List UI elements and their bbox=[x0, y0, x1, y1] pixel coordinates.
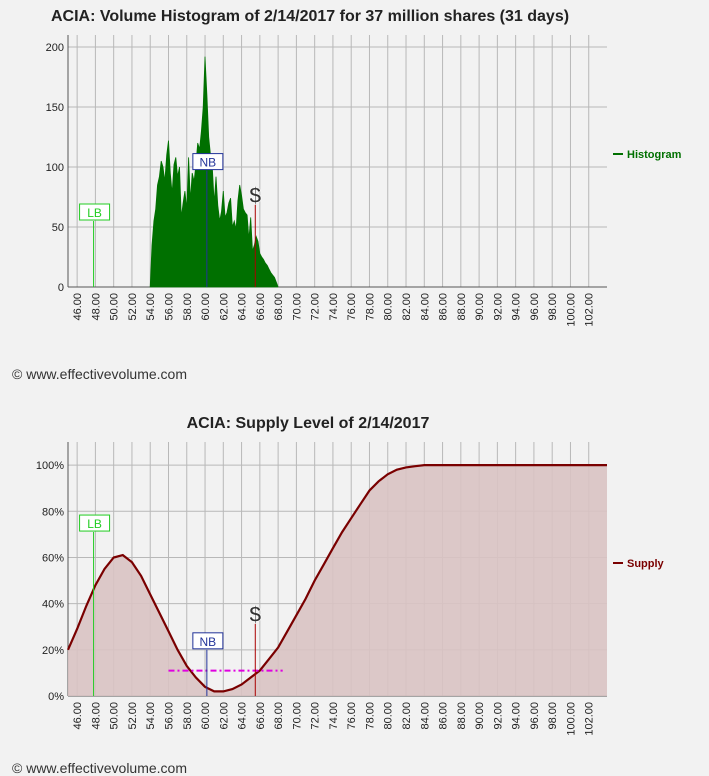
x-tick-label: 80.00 bbox=[383, 702, 395, 730]
legend: Supply bbox=[613, 558, 665, 570]
x-tick-label: 92.00 bbox=[492, 293, 504, 321]
x-tick-label: 52.00 bbox=[127, 293, 139, 321]
x-tick-label: 62.00 bbox=[218, 702, 230, 730]
x-tick-label: 98.00 bbox=[547, 702, 559, 730]
x-tick-label: 86.00 bbox=[438, 702, 450, 730]
x-tick-label: 74.00 bbox=[328, 293, 340, 321]
x-tick-label: 78.00 bbox=[364, 702, 376, 730]
x-tick-label: 70.00 bbox=[291, 702, 303, 730]
legend: Histogram bbox=[613, 149, 682, 161]
legend-label: Histogram bbox=[627, 149, 682, 161]
y-tick-label: 200 bbox=[46, 42, 64, 54]
x-tick-label: 48.00 bbox=[90, 293, 102, 321]
x-tick-label: 60.00 bbox=[200, 293, 212, 321]
x-tick-label: 68.00 bbox=[273, 293, 285, 321]
chart-2: ACIA: Supply Level of 2/14/2017 Supply LB N… bbox=[36, 415, 665, 736]
x-tick-label: 94.00 bbox=[511, 293, 523, 321]
x-tick-label: 90.00 bbox=[474, 702, 486, 730]
chart-title: ACIA: Volume Histogram of 2/14/2017 for … bbox=[51, 8, 569, 25]
x-tick-label: 94.00 bbox=[511, 702, 523, 730]
x-tick-label: 56.00 bbox=[163, 293, 175, 321]
y-tick-label: 100 bbox=[46, 162, 64, 174]
x-tick-label: 74.00 bbox=[328, 702, 340, 730]
x-tick-label: 66.00 bbox=[255, 702, 267, 730]
x-tick-label: 96.00 bbox=[529, 702, 541, 730]
x-tick-label: 54.00 bbox=[145, 293, 157, 321]
copyright-bottom: © www.effectivevolume.com bbox=[12, 760, 187, 776]
x-tick-label: 86.00 bbox=[438, 293, 450, 321]
y-tick-label: 60% bbox=[42, 552, 64, 564]
chart-title: ACIA: Supply Level of 2/14/2017 bbox=[187, 415, 430, 432]
x-tick-label: 68.00 bbox=[273, 702, 285, 730]
x-tick-label: 64.00 bbox=[237, 293, 249, 321]
y-tick-label: 50 bbox=[52, 222, 64, 234]
legend-label: Supply bbox=[627, 558, 665, 570]
x-tick-label: 66.00 bbox=[255, 293, 267, 321]
x-tick-label: 56.00 bbox=[163, 702, 175, 730]
x-tick-label: 92.00 bbox=[492, 702, 504, 730]
x-tick-label: 80.00 bbox=[383, 293, 395, 321]
x-tick-label: 52.00 bbox=[127, 702, 139, 730]
x-tick-label: 82.00 bbox=[401, 293, 413, 321]
x-tick-label: 84.00 bbox=[419, 293, 431, 321]
x-tick-label: 102.00 bbox=[584, 702, 596, 736]
x-tick-label: 62.00 bbox=[218, 293, 230, 321]
x-tick-label: 60.00 bbox=[200, 702, 212, 730]
x-tick-label: 70.00 bbox=[291, 293, 303, 321]
copyright-top: © www.effectivevolume.com bbox=[12, 366, 187, 382]
x-tick-label: 88.00 bbox=[456, 293, 468, 321]
series-area bbox=[68, 465, 607, 696]
x-tick-label: 48.00 bbox=[90, 702, 102, 730]
marker-label: NB bbox=[200, 635, 217, 649]
x-tick-label: 90.00 bbox=[474, 293, 486, 321]
x-tick-label: 46.00 bbox=[72, 702, 84, 730]
x-tick-label: 72.00 bbox=[310, 702, 322, 730]
x-tick-label: 76.00 bbox=[346, 293, 358, 321]
marker-label: LB bbox=[87, 517, 102, 531]
y-tick-label: 20% bbox=[42, 645, 64, 657]
x-tick-label: 72.00 bbox=[310, 293, 322, 321]
x-tick-label: 96.00 bbox=[529, 293, 541, 321]
x-tick-label: 76.00 bbox=[346, 702, 358, 730]
y-tick-label: 100% bbox=[36, 460, 64, 472]
x-tick-label: 100.00 bbox=[565, 293, 577, 327]
x-tick-label: 54.00 bbox=[145, 702, 157, 730]
chart-1: ACIA: Volume Histogram of 2/14/2017 for … bbox=[46, 8, 682, 327]
x-tick-label: 98.00 bbox=[547, 293, 559, 321]
x-tick-label: 58.00 bbox=[182, 293, 194, 321]
x-tick-label: 88.00 bbox=[456, 702, 468, 730]
x-tick-label: 58.00 bbox=[182, 702, 194, 730]
x-tick-label: 78.00 bbox=[364, 293, 376, 321]
x-tick-label: 102.00 bbox=[584, 293, 596, 327]
series-area bbox=[150, 57, 278, 287]
price-marker-label: $ bbox=[249, 183, 261, 208]
x-tick-label: 46.00 bbox=[72, 293, 84, 321]
marker-label: LB bbox=[87, 206, 102, 220]
y-tick-label: 80% bbox=[42, 506, 64, 518]
x-tick-label: 82.00 bbox=[401, 702, 413, 730]
x-tick-label: 50.00 bbox=[109, 293, 121, 321]
y-tick-label: 150 bbox=[46, 102, 64, 114]
y-tick-label: 0% bbox=[48, 691, 64, 703]
x-tick-label: 64.00 bbox=[237, 702, 249, 730]
x-tick-label: 84.00 bbox=[419, 702, 431, 730]
x-tick-label: 50.00 bbox=[109, 702, 121, 730]
y-tick-label: 40% bbox=[42, 599, 64, 611]
price-marker-label: $ bbox=[249, 602, 261, 627]
y-tick-label: 0 bbox=[58, 282, 64, 294]
x-tick-label: 100.00 bbox=[565, 702, 577, 736]
marker-label: NB bbox=[200, 156, 217, 170]
